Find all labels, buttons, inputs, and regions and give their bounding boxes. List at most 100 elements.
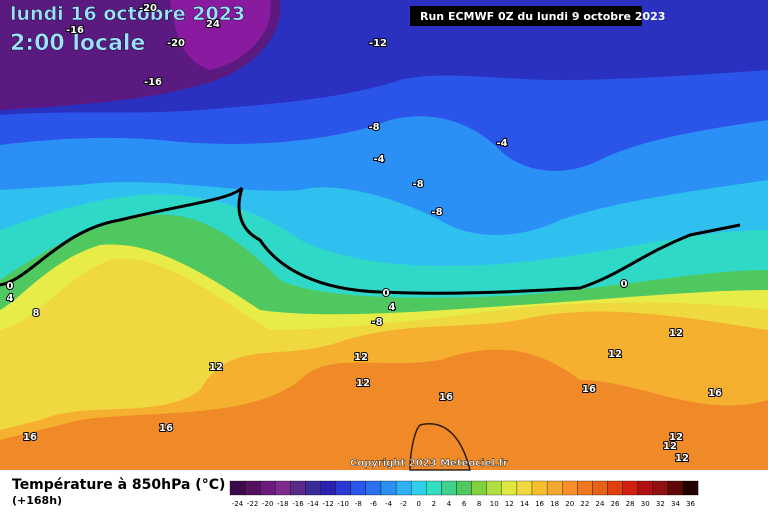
colorbar-swatch [426, 480, 442, 496]
contour-label: 12 [608, 349, 622, 360]
contour-label: 4 [389, 302, 396, 313]
colorbar-swatch [501, 480, 518, 496]
colorbar-swatch [320, 480, 336, 496]
colorbar-tick-label: 8 [477, 500, 481, 508]
colorbar-swatch [380, 480, 397, 496]
colorbar-swatch [411, 480, 427, 496]
contour-label: 16 [708, 388, 722, 399]
contour-label: 8 [33, 308, 40, 319]
colorbar-swatch [652, 480, 669, 496]
colorbar-swatch [667, 480, 684, 496]
contour-label: 4 [7, 293, 14, 304]
colorbar-swatch [531, 480, 548, 496]
colorbar-swatch [441, 480, 457, 496]
colorbar-swatch [365, 480, 382, 496]
colorbar-swatch [577, 480, 593, 496]
colorbar-tick-label: 12 [505, 500, 514, 508]
contour-label: 12 [663, 441, 677, 452]
colorbar-swatch [607, 480, 623, 496]
colorbar-tick-label: 24 [595, 500, 604, 508]
header-date: lundi 16 octobre 2023 [10, 3, 245, 25]
colorbar-swatch [637, 480, 653, 496]
colorbar-swatch [350, 480, 367, 496]
colorbar-swatch [275, 480, 291, 496]
colorbar-tick-label: -8 [355, 500, 362, 508]
contour-label: 16 [159, 423, 173, 434]
contour-label: 16 [582, 384, 596, 395]
contour-label: 12 [354, 352, 368, 363]
colorbar-swatch [244, 480, 261, 496]
colorbar-swatch [682, 480, 699, 496]
colorbar-swatch [260, 480, 276, 496]
contour-label: 12 [669, 328, 683, 339]
contour-label: -16 [66, 25, 84, 36]
colorbar-tick-label: -10 [338, 500, 349, 508]
colorbar-tick-label: 16 [535, 500, 544, 508]
contour-label: 12 [356, 378, 370, 389]
contour-label: -8 [368, 122, 379, 133]
contour-label: -20 [167, 38, 185, 49]
freezing-line [0, 186, 741, 295]
colorbar-tick-label: -24 [232, 500, 244, 508]
colorbar-tick-label: 28 [626, 500, 635, 508]
colorbar-swatch [516, 480, 533, 496]
contour-label: -16 [144, 77, 162, 88]
colorbar-tick-label: 4 [447, 500, 452, 508]
colorbar-tick-label: 10 [490, 500, 499, 508]
colorbar-tick-label: -12 [322, 500, 333, 508]
contour-label: 12 [675, 453, 689, 464]
colorbar-tick-label: 36 [686, 500, 695, 508]
contour-label: -4 [373, 154, 384, 165]
contour-label: -8 [412, 179, 423, 190]
contour-label: -4 [496, 138, 507, 149]
colorbar-tick-label: 20 [565, 500, 574, 508]
contour-label: 12 [669, 432, 683, 443]
colorbar-swatch [305, 480, 321, 496]
colorbar-swatch [622, 480, 638, 496]
colorbar-tick-label: 6 [462, 500, 467, 508]
colorbar-swatch [546, 480, 563, 496]
colorbar-tick-label: 26 [611, 500, 620, 508]
contour-label: 16 [23, 432, 37, 443]
temp-area [170, 0, 271, 70]
colorbar-swatch [335, 480, 351, 496]
copyright: Copyright 2023 Meteociel.fr [350, 458, 508, 469]
colorbar-tick-label: -6 [370, 500, 378, 508]
colorbar-swatch [562, 480, 578, 496]
colorbar-tick-label: 14 [520, 500, 529, 508]
colorbar-tick-label: 32 [656, 500, 665, 508]
contour-label: 24 [206, 19, 220, 30]
colorbar-swatch [471, 480, 487, 496]
contour-label: -8 [431, 207, 442, 218]
colorbar-tick-label: 2 [432, 500, 436, 508]
legend-title: Température à 850hPa (°C) [12, 477, 225, 493]
colorbar-swatch [229, 480, 246, 496]
colorbar-tick-label: -16 [292, 500, 304, 508]
contour-label: -8 [371, 317, 382, 328]
contour-8 [409, 423, 471, 471]
colorbar-swatch [290, 480, 306, 496]
contour-label: 0 [7, 281, 14, 292]
colorbar-tick-label: 22 [580, 500, 589, 508]
header-time: 2:00 locale [10, 31, 145, 56]
contour-label: 16 [439, 392, 453, 403]
colorbar-tick-label: 18 [550, 500, 559, 508]
colorbar-swatch [456, 480, 472, 496]
contour-label: 12 [209, 362, 223, 373]
colorbar-tick-label: 0 [417, 500, 421, 508]
colorbar-swatch [486, 480, 502, 496]
colorbar-tick-label: 34 [671, 500, 680, 508]
contour-label: -20 [139, 3, 157, 14]
colorbar-tick-label: -2 [400, 500, 407, 508]
contour-label: 0 [383, 288, 390, 299]
colorbar-tick-label: 30 [641, 500, 650, 508]
colorbar-tick-label: -14 [307, 500, 319, 508]
contour-label: 0 [621, 279, 628, 290]
colorbar-tick-label: -22 [247, 500, 258, 508]
contour-label: -12 [369, 38, 387, 49]
legend-lead: (+168h) [12, 494, 62, 507]
run-box [410, 6, 642, 26]
colorbar-swatch [592, 480, 608, 496]
